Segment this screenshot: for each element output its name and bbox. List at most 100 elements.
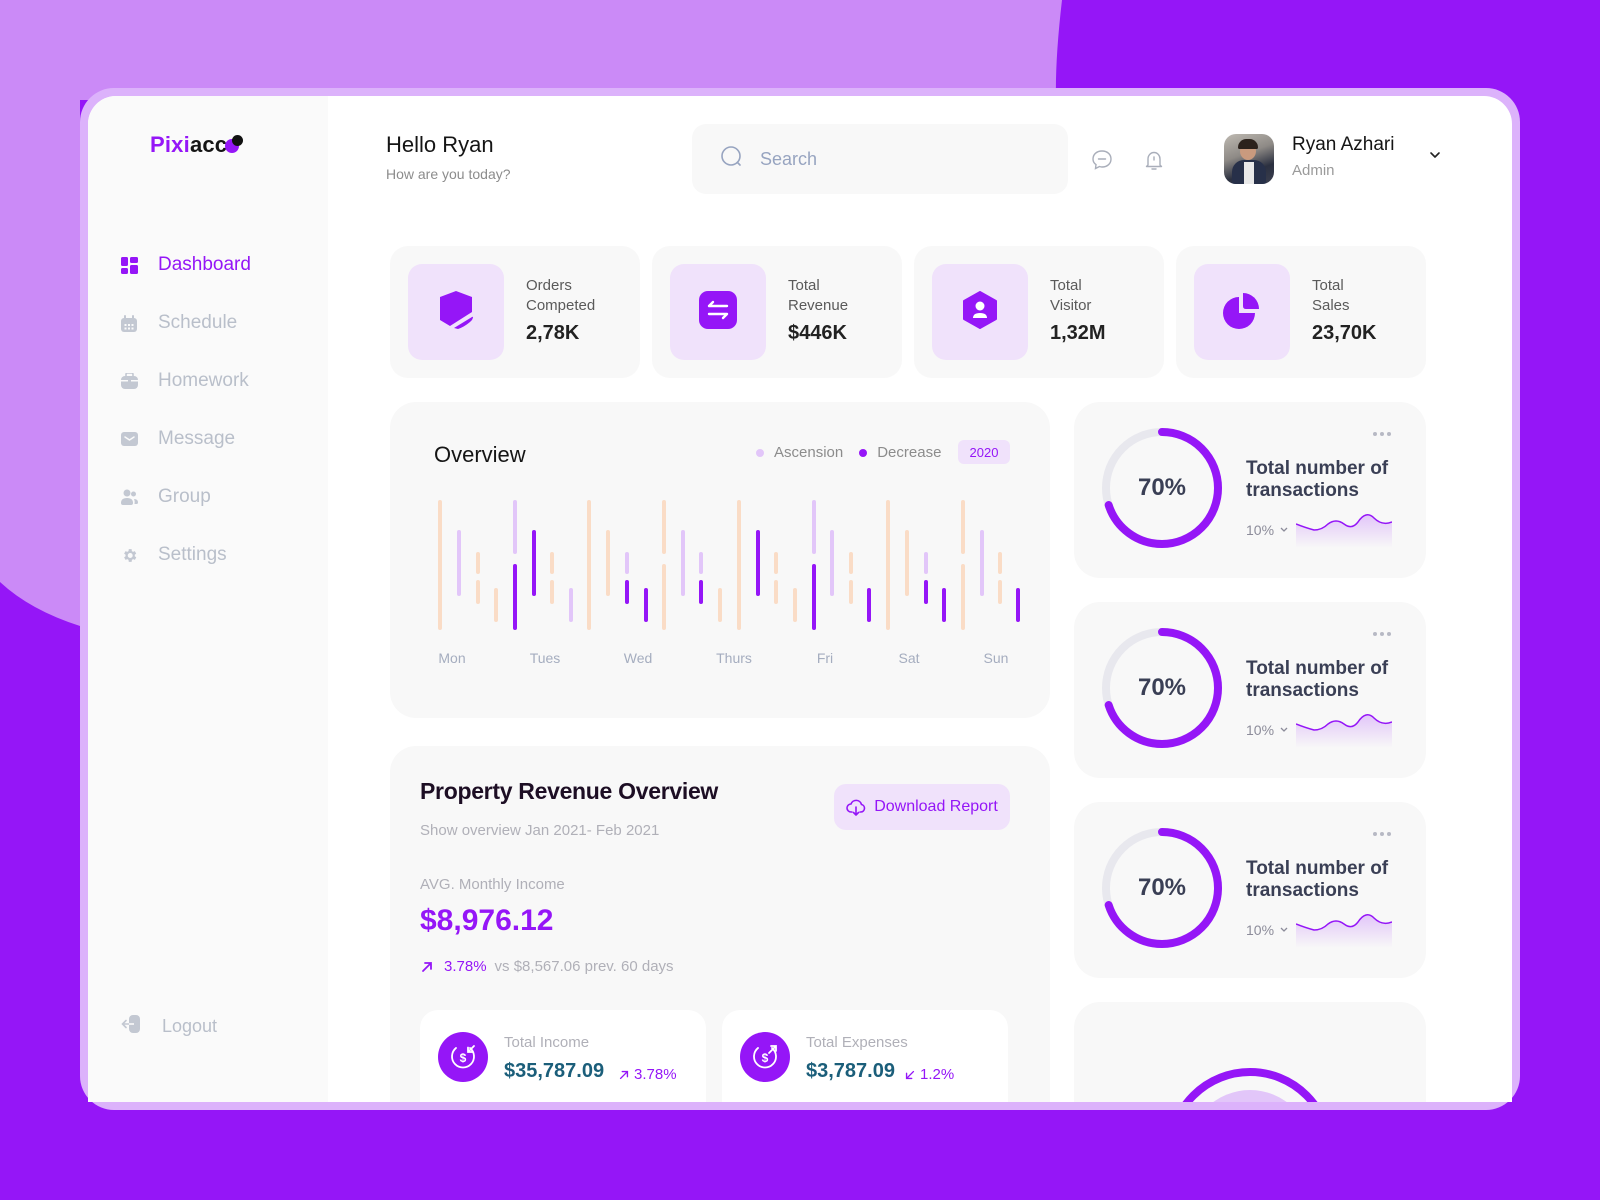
stat-value: 23,70K	[1312, 322, 1377, 344]
progress-percent: 70%	[1137, 474, 1187, 501]
income-value: $35,787.09	[504, 1060, 605, 1082]
calendar-icon	[120, 314, 138, 332]
transfer-icon	[699, 290, 737, 334]
sidebar-item-schedule[interactable]: Schedule	[120, 294, 251, 352]
bell-icon[interactable]	[1142, 148, 1166, 172]
stat-value: 2,78K	[526, 322, 580, 344]
sidebar-item-label: Message	[158, 428, 236, 449]
stat-card-orders[interactable]: Orders Competed 2,78K	[390, 246, 640, 378]
briefcase-icon	[120, 372, 138, 390]
x-axis-label: Tues	[529, 650, 561, 666]
card-title: Total number of transactions	[1246, 458, 1389, 501]
partial-card	[1074, 1002, 1426, 1102]
search-input[interactable]	[760, 148, 1040, 170]
sidebar-item-homework[interactable]: Homework	[120, 352, 251, 410]
stat-card-revenue[interactable]: Total Revenue $446K	[652, 246, 902, 378]
transactions-card[interactable]: 70% Total number of transactions 10%	[1074, 402, 1426, 578]
delta-dropdown[interactable]: 10%	[1246, 522, 1288, 538]
total-expenses-card[interactable]: $ Total Expenses $3,787.09 1.2%	[722, 1010, 1008, 1102]
x-axis-label: Wed	[623, 650, 653, 666]
sidebar-nav: Dashboard Schedule Homework Message	[120, 236, 251, 584]
user-name: Ryan Azhari	[1292, 134, 1395, 155]
transactions-card[interactable]: 70% Total number of transactions 10%	[1074, 602, 1426, 778]
more-options-icon[interactable]	[1372, 824, 1392, 842]
dashboard-window: Pixiacc Dashboard Schedule Homework	[88, 96, 1512, 1102]
stat-card-visitor[interactable]: Total Visitor 1,32M	[914, 246, 1164, 378]
sidebar-item-message[interactable]: Message	[120, 410, 251, 468]
sidebar-item-label: Homework	[158, 370, 249, 391]
avg-income-value: $8,976.12	[420, 904, 554, 937]
legend-ascension[interactable]: Ascension	[756, 444, 843, 461]
sidebar-item-group[interactable]: Group	[120, 468, 251, 526]
cloud-download-icon	[846, 799, 866, 816]
greeting: Hello Ryan How are you today?	[386, 132, 511, 182]
property-revenue-card: Property Revenue Overview Show overview …	[390, 746, 1050, 1102]
page-title: Hello Ryan	[386, 132, 494, 157]
avg-income-change: 3.78% vs $8,567.06 prev. 60 days	[420, 958, 674, 975]
expense-change: 1.2%	[904, 1066, 954, 1083]
sparkline	[1296, 714, 1392, 748]
logout-button[interactable]: Logout	[120, 1014, 217, 1039]
progress-percent: 70%	[1137, 674, 1187, 701]
transactions-card[interactable]: 70% Total number of transactions 10%	[1074, 802, 1426, 978]
income-icon: $	[438, 1032, 488, 1082]
progress-ring	[1102, 828, 1222, 948]
card-title: Total number of transactions	[1246, 858, 1389, 901]
user-hexagon-icon	[962, 290, 998, 334]
pie-chart-icon	[1223, 291, 1261, 334]
x-axis-label: Thurs	[716, 650, 752, 666]
sidebar-item-dashboard[interactable]: Dashboard	[120, 236, 251, 294]
delta-dropdown[interactable]: 10%	[1246, 722, 1288, 738]
gear-icon	[120, 546, 138, 564]
chart-legend: Ascension Decrease	[756, 444, 957, 461]
sidebar-item-label: Settings	[158, 544, 227, 565]
arrow-up-right-icon	[422, 961, 432, 972]
expense-icon: $	[740, 1032, 790, 1082]
sparkline	[1296, 514, 1392, 548]
search-icon	[720, 145, 744, 174]
chevron-down-icon[interactable]	[1428, 148, 1442, 167]
sidebar-item-label: Schedule	[158, 312, 238, 333]
more-options-icon[interactable]	[1372, 424, 1392, 442]
x-axis-label: Mon	[438, 650, 466, 666]
year-selector[interactable]: 2020	[958, 440, 1010, 464]
progress-ring	[1102, 628, 1222, 748]
sidebar-item-label: Dashboard	[158, 254, 251, 275]
grid-icon	[120, 256, 138, 274]
stat-card-sales[interactable]: Total Sales 23,70K	[1176, 246, 1426, 378]
page-subtitle: How are you today?	[386, 166, 511, 182]
legend-decrease[interactable]: Decrease	[859, 444, 941, 461]
chart-title: Overview	[434, 442, 526, 467]
user-role: Admin	[1292, 162, 1335, 179]
chat-icon[interactable]	[1090, 148, 1114, 172]
users-icon	[120, 488, 138, 506]
more-options-icon[interactable]	[1372, 624, 1392, 642]
sparkline	[1296, 914, 1392, 948]
section-subtitle: Show overview Jan 2021- Feb 2021	[420, 822, 660, 839]
x-axis-label: Fri	[816, 650, 834, 666]
avatar[interactable]	[1224, 134, 1274, 184]
section-title: Property Revenue Overview	[420, 778, 719, 804]
progress-ring	[1102, 428, 1222, 548]
delta-dropdown[interactable]: 10%	[1246, 922, 1288, 938]
svg-text:$: $	[762, 1051, 769, 1065]
stat-value: $446K	[788, 322, 847, 344]
logout-icon	[120, 1014, 142, 1039]
sidebar-item-label: Group	[158, 486, 211, 507]
bar-chart	[438, 500, 1020, 630]
card-title: Total number of transactions	[1246, 658, 1389, 701]
total-income-card[interactable]: $ Total Income $35,787.09 3.78%	[420, 1010, 706, 1102]
logo[interactable]: Pixiacc	[150, 132, 244, 158]
logo-dot-icon	[225, 135, 244, 153]
progress-percent: 70%	[1137, 874, 1187, 901]
radial-gauge	[1182, 1068, 1318, 1102]
mail-icon	[120, 430, 138, 448]
shield-icon	[438, 290, 474, 335]
download-report-button[interactable]: Download Report	[834, 784, 1010, 830]
sidebar: Pixiacc Dashboard Schedule Homework	[88, 96, 328, 1102]
search-bar[interactable]	[692, 124, 1068, 194]
income-change: 3.78%	[618, 1066, 677, 1083]
avg-income-label: AVG. Monthly Income	[420, 876, 565, 893]
sidebar-item-settings[interactable]: Settings	[120, 526, 251, 584]
